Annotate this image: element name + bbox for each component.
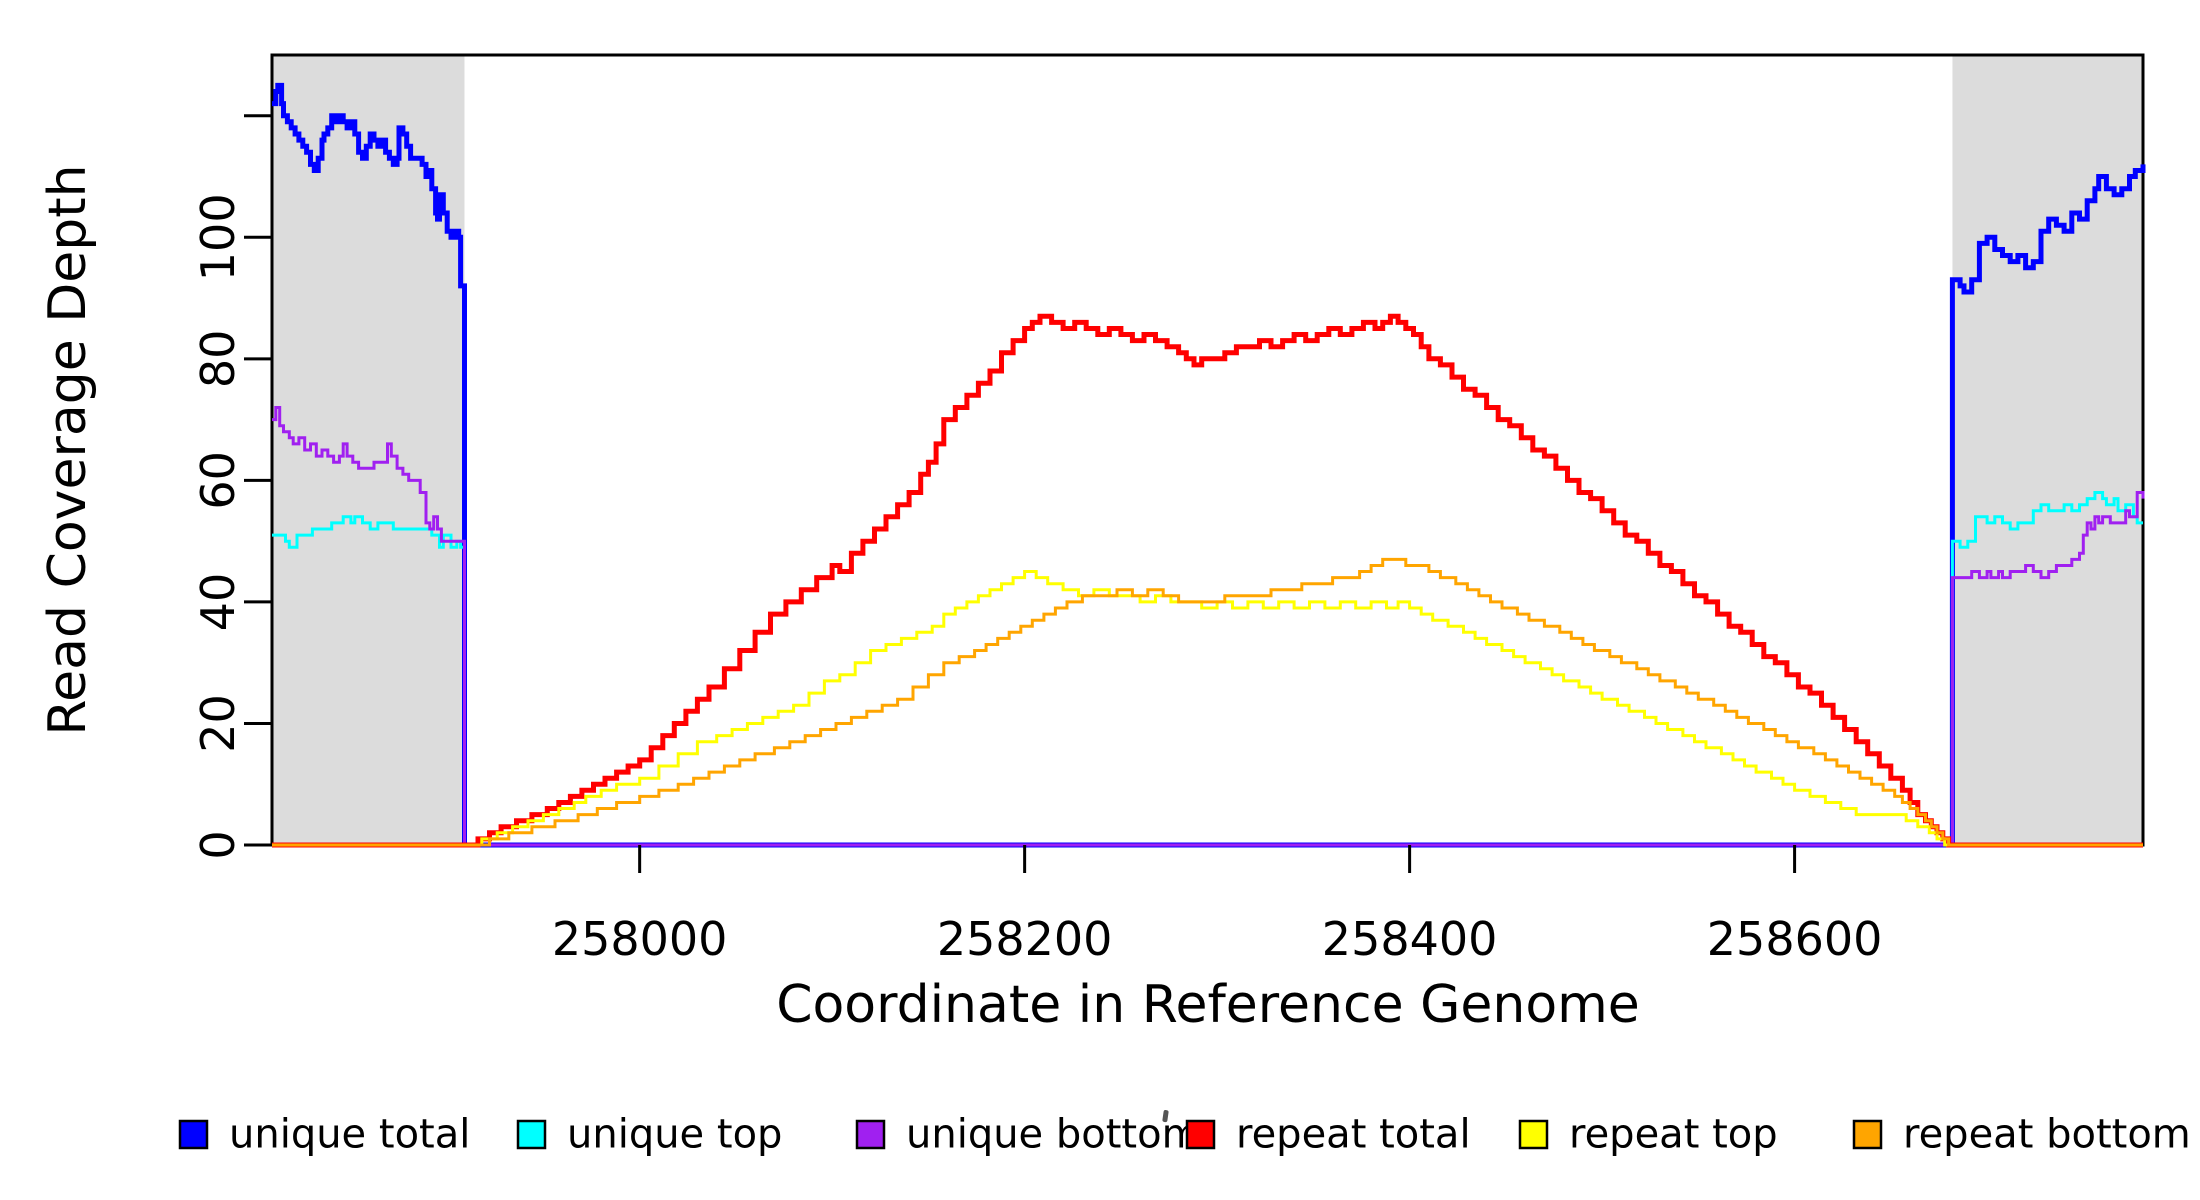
y-tick-label: 40 bbox=[191, 573, 245, 632]
y-tick-label: 60 bbox=[191, 451, 245, 510]
x-tick-label: 258000 bbox=[552, 912, 728, 966]
x-tick-label: 258200 bbox=[937, 912, 1113, 966]
legend-item-repeat-bottom: repeat bottom bbox=[1852, 1112, 2191, 1158]
x-axis-title: Coordinate in Reference Genome bbox=[776, 975, 1640, 1035]
x-axis: 258000 258200 258400 258600 bbox=[552, 845, 1883, 966]
y-tick-label: 0 bbox=[191, 830, 245, 859]
x-tick-label: 258600 bbox=[1707, 912, 1883, 966]
legend-label-unique-total: unique total bbox=[229, 1112, 470, 1158]
left-unique-flank-band bbox=[272, 55, 465, 845]
legend-item-repeat-top: repeat top bbox=[1518, 1112, 1778, 1158]
shaded-bands bbox=[272, 55, 2143, 845]
y-axis: 0 20 40 60 80 100 bbox=[191, 114, 272, 860]
legend-swatch-unique-total bbox=[178, 1119, 209, 1150]
legend-label-unique-bottom: unique bottom bbox=[906, 1112, 1201, 1158]
series-unique-total-line bbox=[272, 82, 2146, 848]
series-lines bbox=[272, 82, 2146, 848]
legend-swatch-unique-top bbox=[516, 1119, 547, 1150]
legend-swatch-repeat-bottom bbox=[1852, 1119, 1883, 1150]
legend-label-repeat-bottom: repeat bottom bbox=[1903, 1112, 2191, 1158]
legend: unique total unique top unique bottom repea… bbox=[178, 1112, 2191, 1158]
legend-swatch-repeat-top bbox=[1518, 1119, 1549, 1150]
legend-item-repeat-total: repeat total bbox=[1185, 1112, 1471, 1158]
right-unique-flank-band bbox=[1952, 55, 2143, 845]
stray-mark bbox=[1162, 1110, 1169, 1123]
legend-label-unique-top: unique top bbox=[567, 1112, 782, 1158]
y-axis-title: Read Coverage Depth bbox=[38, 164, 98, 735]
legend-label-repeat-top: repeat top bbox=[1569, 1112, 1778, 1158]
legend-item-unique-total: unique total bbox=[178, 1112, 470, 1158]
series-repeat-total-line bbox=[272, 313, 2143, 848]
y-tick-label: 100 bbox=[191, 193, 245, 281]
y-tick-label: 20 bbox=[191, 694, 245, 753]
series-unique-bottom-line bbox=[272, 406, 2145, 847]
x-tick-label: 258400 bbox=[1322, 912, 1498, 966]
y-tick-label: 80 bbox=[191, 330, 245, 389]
plot-border bbox=[270, 53, 2145, 847]
legend-swatch-repeat-total bbox=[1185, 1119, 1216, 1150]
legend-swatch-unique-bottom bbox=[855, 1119, 886, 1150]
legend-label-repeat-total: repeat total bbox=[1236, 1112, 1471, 1158]
legend-item-unique-bottom: unique bottom bbox=[855, 1112, 1201, 1158]
series-unique-top-line bbox=[272, 491, 2143, 847]
series-repeat-top-line bbox=[272, 570, 2143, 847]
legend-item-unique-top: unique top bbox=[516, 1112, 782, 1158]
series-repeat-bottom-line bbox=[272, 557, 2143, 847]
